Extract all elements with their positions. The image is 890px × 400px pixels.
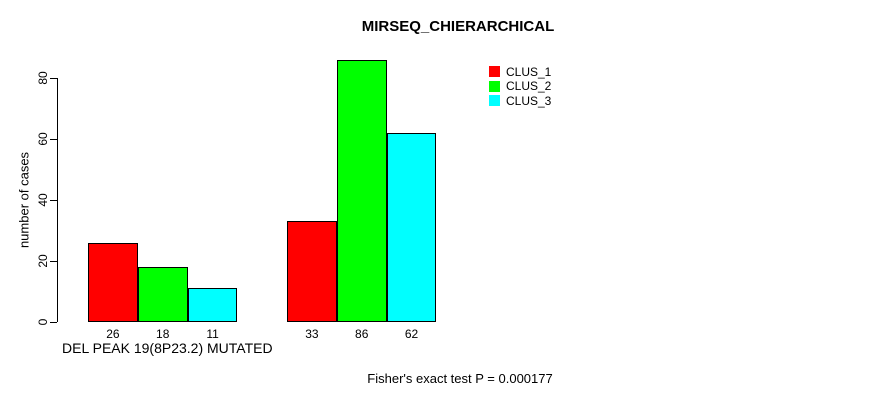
bar-clus_3-group1 [187,288,238,322]
bar-value-label: 62 [404,327,419,341]
chart-title: MIRSEQ_CHIERARCHICAL [361,18,555,35]
bar-clus_2-group2 [336,59,387,322]
legend-label-clus_1: CLUS_1 [506,64,552,79]
bar-clus_1-group1 [88,242,138,322]
bar-value-label: 11 [206,327,219,341]
bar-value-label: 86 [355,327,369,341]
y-axis-tick [50,139,57,140]
fisher-test-annotation: Fisher's exact test P = 0.000177 [367,371,553,386]
bar-value-label: 26 [106,327,120,341]
y-axis-tick-label: 0 [36,318,50,326]
y-axis-tick [50,322,57,323]
y-axis-tick [50,261,57,262]
legend-swatch-clus_2 [489,80,500,92]
bar-value-label: 33 [305,327,319,341]
y-axis-line [57,78,58,322]
bar-clus_1-group2 [287,221,337,322]
y-axis-tick-label: 20 [36,254,50,268]
y-axis-tick-label: 40 [36,193,50,207]
legend-label-clus_3: CLUS_3 [506,93,552,108]
y-axis-tick [50,200,57,201]
y-axis-tick [50,78,57,79]
x-axis-label: DEL PEAK 19(8P23.2) MUTATED [62,340,273,356]
legend-swatch-clus_1 [489,66,500,77]
bar-value-label: 18 [156,327,170,341]
y-axis-label: number of cases [16,151,32,249]
y-axis-tick-label: 80 [36,71,50,85]
y-axis-tick-label: 60 [36,132,50,146]
bar-clus_2-group1 [137,267,188,322]
legend-label-clus_2: CLUS_2 [506,79,552,93]
legend-swatch-clus_3 [489,95,500,106]
bar-clus_3-group2 [386,132,437,322]
